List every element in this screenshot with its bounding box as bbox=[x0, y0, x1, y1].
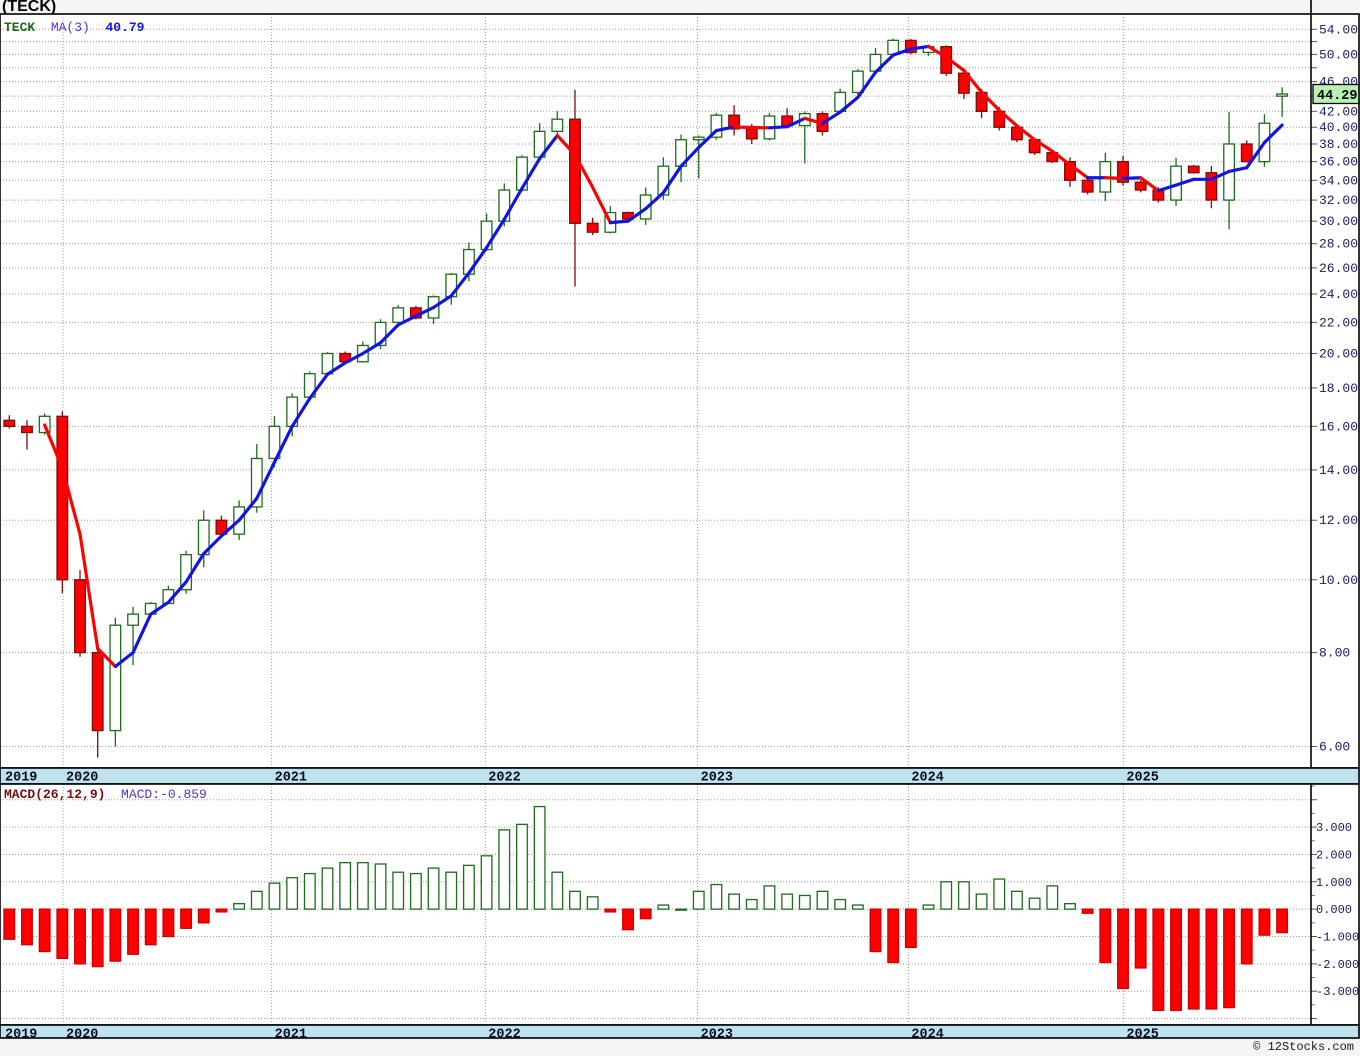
svg-text:30.00: 30.00 bbox=[1319, 214, 1358, 229]
svg-text:2021: 2021 bbox=[275, 1028, 307, 1043]
svg-text:18.00: 18.00 bbox=[1319, 381, 1358, 396]
svg-text:1.000: 1.000 bbox=[1316, 876, 1352, 890]
svg-text:2020: 2020 bbox=[66, 1028, 98, 1043]
svg-text:8.00: 8.00 bbox=[1319, 646, 1350, 661]
svg-text:28.00: 28.00 bbox=[1319, 237, 1358, 252]
svg-text:2019: 2019 bbox=[5, 1028, 37, 1043]
svg-text:2.000: 2.000 bbox=[1316, 848, 1352, 862]
svg-text:3.000: 3.000 bbox=[1316, 821, 1352, 835]
svg-text:44.29: 44.29 bbox=[1317, 89, 1358, 104]
svg-text:0.000: 0.000 bbox=[1316, 903, 1352, 917]
svg-text:-2.000: -2.000 bbox=[1316, 958, 1359, 972]
svg-text:24.00: 24.00 bbox=[1319, 287, 1358, 302]
svg-text:34.00: 34.00 bbox=[1319, 173, 1358, 188]
svg-text:40.00: 40.00 bbox=[1319, 120, 1358, 135]
svg-text:38.00: 38.00 bbox=[1319, 137, 1358, 152]
svg-text:50.00: 50.00 bbox=[1319, 47, 1358, 62]
svg-text:6.00: 6.00 bbox=[1319, 740, 1350, 755]
svg-text:42.00: 42.00 bbox=[1319, 104, 1358, 119]
svg-text:54.00: 54.00 bbox=[1319, 22, 1358, 37]
svg-text:16.00: 16.00 bbox=[1319, 419, 1358, 434]
svg-text:-3.000: -3.000 bbox=[1316, 985, 1359, 999]
svg-text:26.00: 26.00 bbox=[1319, 261, 1358, 276]
svg-text:20.00: 20.00 bbox=[1319, 347, 1358, 362]
svg-text:2023: 2023 bbox=[701, 1028, 733, 1043]
svg-text:22.00: 22.00 bbox=[1319, 315, 1358, 330]
svg-text:32.00: 32.00 bbox=[1319, 193, 1358, 208]
svg-text:2024: 2024 bbox=[911, 1028, 943, 1043]
svg-text:10.00: 10.00 bbox=[1319, 573, 1358, 588]
svg-text:-1.000: -1.000 bbox=[1316, 931, 1359, 945]
svg-text:14.00: 14.00 bbox=[1319, 463, 1358, 478]
svg-text:36.00: 36.00 bbox=[1319, 155, 1358, 170]
svg-text:2025: 2025 bbox=[1126, 1028, 1158, 1043]
svg-text:2022: 2022 bbox=[488, 1028, 520, 1043]
svg-text:12.00: 12.00 bbox=[1319, 513, 1358, 528]
